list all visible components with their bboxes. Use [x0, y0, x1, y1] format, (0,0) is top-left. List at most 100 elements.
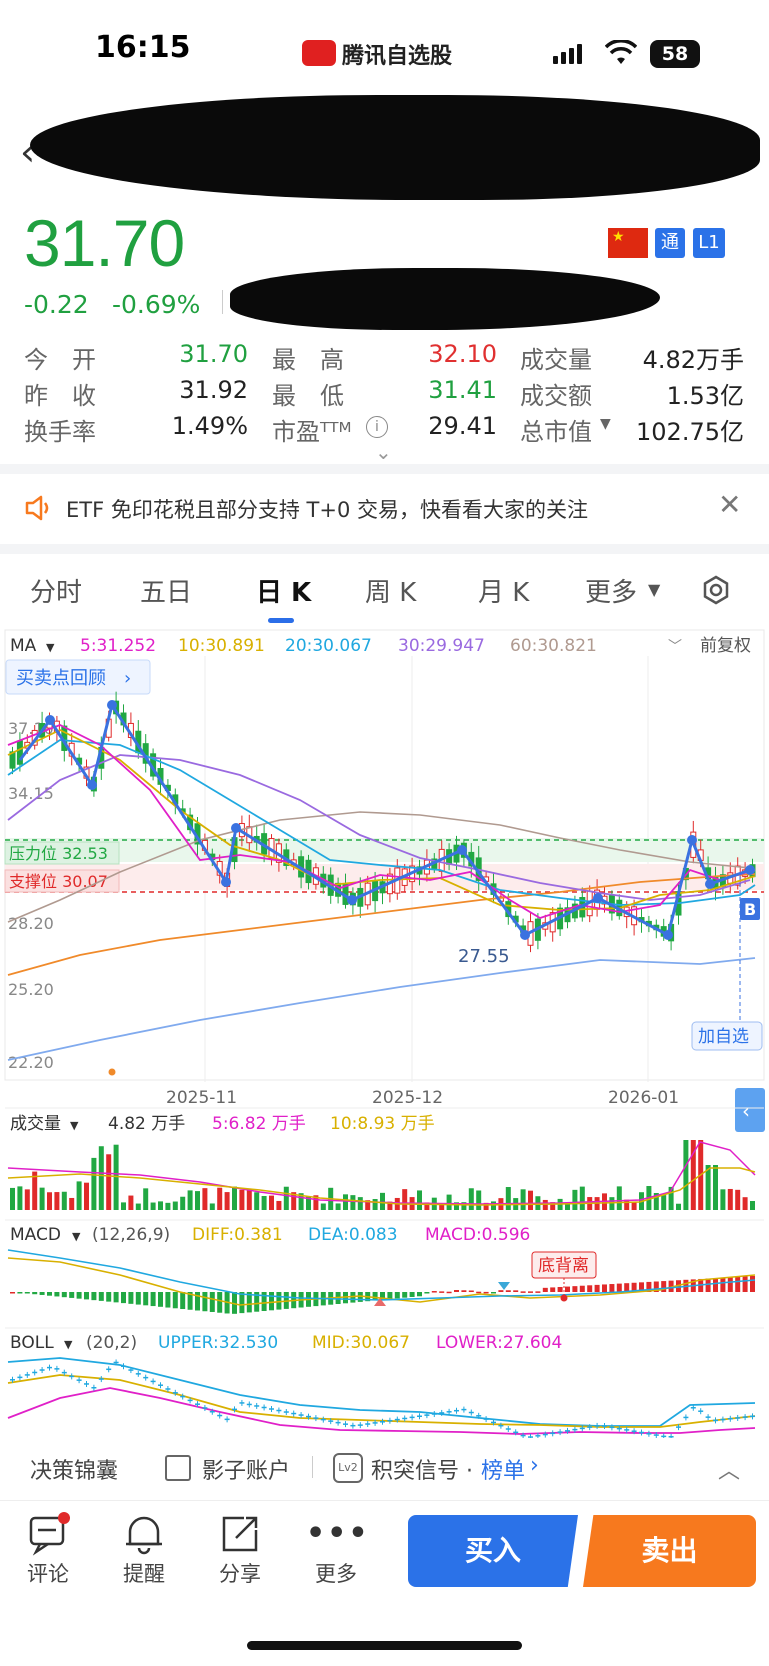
macd-bar	[402, 1292, 408, 1298]
kline-chart[interactable]: MA ▼ 5:31.252 10:30.891 20:30.067 30:29.…	[0, 628, 769, 1438]
ma120-line	[7, 873, 756, 976]
tab-five-day[interactable]: 五日	[140, 578, 193, 608]
status-app-name: 腾讯自选股	[342, 44, 453, 69]
macd-bar	[350, 1292, 356, 1303]
ma-label[interactable]: MA	[10, 636, 37, 656]
macd-label[interactable]: MACD	[10, 1225, 61, 1245]
stat-marketcap-label[interactable]: 总市值	[520, 418, 592, 446]
adjust-mode[interactable]: 前复权	[700, 636, 751, 656]
signal-tool[interactable]: 积突信号 ·	[371, 1459, 473, 1484]
chevron-down-icon[interactable]: ﹀	[668, 639, 682, 655]
caret-down-icon[interactable]: ▼	[46, 641, 55, 654]
add-watch-button[interactable]: 加自选	[698, 1027, 749, 1047]
stat-open-value: 31.70	[179, 340, 248, 368]
settings-icon[interactable]	[700, 574, 732, 606]
caret-down-icon[interactable]: ▼	[648, 580, 661, 599]
volume-bar	[128, 1195, 134, 1210]
price-change-pct: -0.69%	[112, 290, 201, 319]
tab-monthly-k[interactable]: 月 K	[478, 578, 530, 608]
review-button-bg[interactable]	[5, 659, 151, 695]
macd-bar	[276, 1292, 282, 1310]
more-label[interactable]: 更多	[315, 1562, 357, 1586]
macd-bar	[498, 1290, 504, 1292]
volume-bar	[565, 1203, 570, 1210]
connect-tag[interactable]: 通	[655, 228, 685, 258]
share-label[interactable]: 分享	[219, 1562, 261, 1586]
comment-icon[interactable]	[18, 1512, 78, 1556]
macd-dea-line	[7, 1249, 756, 1301]
macd-diff-line	[7, 1257, 756, 1306]
volume-bar	[668, 1186, 674, 1210]
boll-label[interactable]: BOLL	[10, 1333, 54, 1353]
tab-intraday[interactable]: 分时	[30, 578, 83, 608]
volume-bar	[232, 1186, 237, 1210]
caret-down-icon[interactable]: ▼	[70, 1119, 79, 1132]
macd-bar	[357, 1292, 363, 1302]
macd-bar	[624, 1283, 630, 1292]
volume-bar	[143, 1188, 149, 1210]
caret-down-icon[interactable]: ▼	[64, 1338, 73, 1351]
macd-bar	[565, 1286, 570, 1292]
volume-bar	[727, 1188, 733, 1210]
caret-down-icon[interactable]: ▼	[600, 416, 611, 432]
comment-label[interactable]: 评论	[27, 1562, 69, 1586]
notice-bar[interactable]: ETF 免印花税且部分支持 T+0 交易，快看看大家的关注 ✕	[0, 474, 769, 544]
add-watch-bg[interactable]	[691, 1021, 763, 1051]
stat-marketcap-value: 102.75亿	[636, 418, 744, 446]
tab-weekly-k[interactable]: 周 K	[365, 578, 417, 608]
bell-icon[interactable]	[114, 1512, 174, 1556]
macd-bar	[372, 1292, 378, 1301]
volume-bar	[76, 1181, 82, 1210]
review-button[interactable]: 买卖点回顾	[16, 668, 106, 689]
close-icon[interactable]: ✕	[718, 488, 742, 521]
volume-bar	[683, 1140, 689, 1210]
volume-bar	[713, 1165, 718, 1210]
chevron-up-icon[interactable]: ︿	[718, 1459, 741, 1484]
macd-bar	[121, 1292, 126, 1304]
volume-bar	[750, 1201, 755, 1210]
strategy-tool[interactable]: 决策锦囊	[30, 1459, 119, 1484]
macd-bar	[513, 1290, 519, 1292]
turning-points	[45, 700, 755, 940]
tab-daily-k[interactable]: 日 K	[256, 578, 312, 608]
lv2-icon: Lv2	[333, 1453, 363, 1483]
shadow-account-tool[interactable]: 影子账户	[202, 1459, 291, 1484]
chart-icon	[165, 1455, 191, 1481]
ranking-link[interactable]: 榜单	[481, 1459, 526, 1484]
volume-bar	[357, 1197, 363, 1210]
chevron-right-icon[interactable]: ›	[124, 668, 131, 689]
chevron-left-icon[interactable]: ‹	[742, 1099, 750, 1123]
buy-marker-bg[interactable]	[740, 898, 760, 920]
app-logo-icon	[302, 40, 336, 66]
collapse-panel-button[interactable]	[735, 1088, 765, 1132]
buy-button[interactable]: 买入	[408, 1515, 578, 1587]
remind-label[interactable]: 提醒	[123, 1562, 165, 1586]
volume-label[interactable]: 成交量	[10, 1114, 61, 1134]
more-icon[interactable]: •••	[306, 1516, 370, 1551]
chevron-right-icon[interactable]: ›	[530, 1453, 539, 1478]
volume-bar	[631, 1202, 637, 1210]
macd-bar	[631, 1282, 637, 1292]
volume-bar	[10, 1187, 15, 1210]
caret-down-icon[interactable]: ▼	[72, 1230, 81, 1243]
macd-bar	[180, 1292, 186, 1310]
volume-bar	[380, 1192, 385, 1210]
macd-bar	[483, 1291, 489, 1294]
ma30-line	[7, 754, 751, 901]
sell-button[interactable]: 卖出	[583, 1515, 756, 1587]
tab-more[interactable]: 更多	[585, 578, 638, 608]
macd-bar	[128, 1292, 134, 1304]
info-icon[interactable]: i	[366, 416, 388, 438]
stat-turnover-amount-label: 成交额	[520, 382, 592, 410]
expand-chevron-icon[interactable]: ⌄	[375, 440, 392, 464]
macd-bar	[61, 1292, 67, 1298]
x-tick: 2025-11	[166, 1088, 237, 1108]
trend-zigzag-line	[18, 701, 751, 938]
level1-tag[interactable]: L1	[693, 228, 725, 258]
buy-marker[interactable]: B	[744, 900, 756, 919]
volume-bar	[283, 1186, 289, 1210]
share-icon[interactable]	[210, 1512, 270, 1556]
macd-bar	[47, 1292, 52, 1296]
volume-bar	[424, 1202, 430, 1210]
macd-bar	[209, 1292, 215, 1312]
